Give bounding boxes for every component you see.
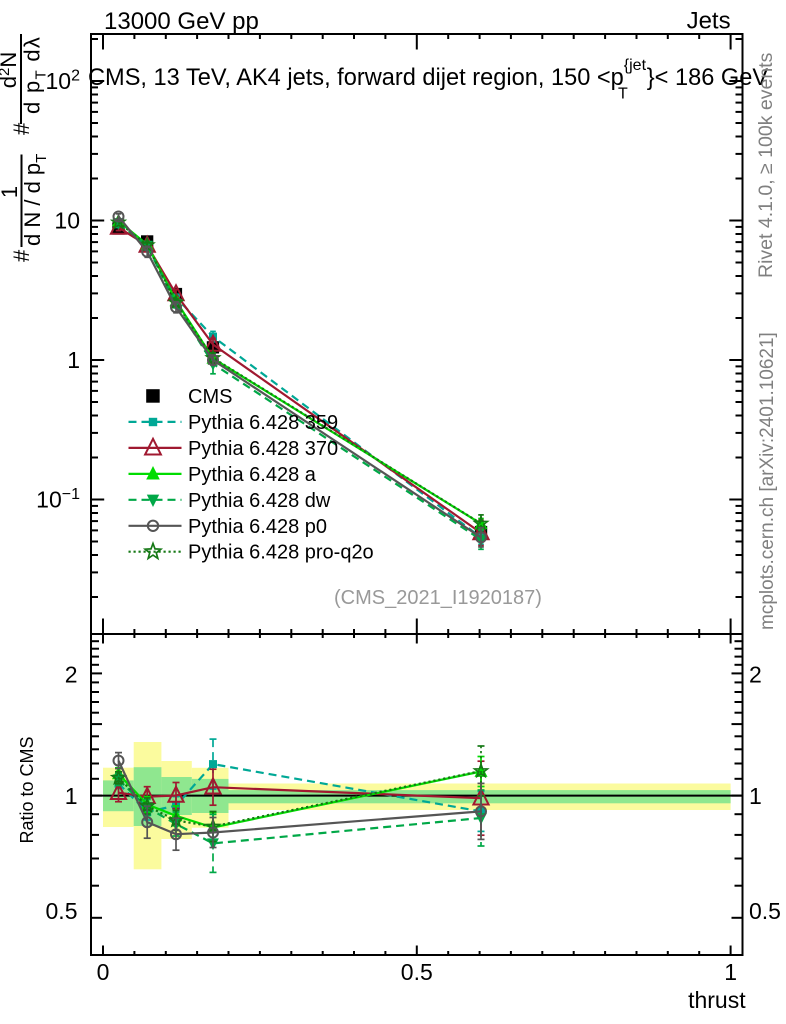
- svg-text:1: 1: [65, 783, 78, 809]
- svg-text:CMS: CMS: [188, 386, 232, 408]
- svg-text:Pythia 6.428 pro-q2o: Pythia 6.428 pro-q2o: [188, 542, 374, 564]
- svg-text:#: #: [9, 122, 34, 135]
- svg-text:0.5: 0.5: [46, 898, 78, 924]
- svg-text:(CMS_2021_I1920187): (CMS_2021_I1920187): [334, 587, 542, 609]
- svg-text:13000 GeV pp: 13000 GeV pp: [104, 8, 259, 35]
- svg-text:0: 0: [97, 959, 110, 985]
- svg-text:Ratio to CMS: Ratio to CMS: [17, 736, 37, 843]
- svg-text:d pT dλ: d pT dλ: [20, 36, 50, 114]
- svg-text:1: 1: [0, 186, 22, 198]
- svg-text:1: 1: [749, 783, 762, 809]
- svg-text:2: 2: [65, 662, 78, 688]
- svg-text:10: 10: [54, 208, 80, 234]
- svg-text:d N / d pT: d N / d pT: [20, 154, 50, 246]
- svg-text:mcplots.cern.ch [arXiv:2401.10: mcplots.cern.ch [arXiv:2401.10621]: [757, 332, 778, 630]
- svg-text:CMS, 13 TeV, AK4 jets, forward: CMS, 13 TeV, AK4 jets, forward dijet reg…: [88, 57, 768, 103]
- svg-text:Jets: Jets: [687, 8, 731, 35]
- svg-text:102: 102: [46, 68, 81, 95]
- svg-text:Pythia 6.428 a: Pythia 6.428 a: [188, 464, 317, 486]
- svg-text:2: 2: [749, 662, 762, 688]
- svg-text:d2N: d2N: [0, 52, 21, 88]
- svg-text:1: 1: [724, 959, 737, 985]
- svg-text:0.5: 0.5: [749, 898, 781, 924]
- svg-text:0.5: 0.5: [401, 959, 433, 985]
- svg-text:Pythia 6.428 359: Pythia 6.428 359: [188, 412, 338, 434]
- svg-text:Pythia 6.428 370: Pythia 6.428 370: [188, 438, 338, 460]
- svg-text:10−1: 10−1: [36, 486, 80, 513]
- svg-text:Pythia 6.428 dw: Pythia 6.428 dw: [188, 490, 331, 512]
- svg-text:#: #: [9, 249, 34, 262]
- svg-text:Pythia 6.428 p0: Pythia 6.428 p0: [188, 516, 327, 538]
- svg-text:thrust: thrust: [688, 987, 746, 1013]
- svg-text:1: 1: [67, 347, 80, 373]
- svg-text:Rivet 4.1.0, ≥ 100k events: Rivet 4.1.0, ≥ 100k events: [755, 52, 777, 278]
